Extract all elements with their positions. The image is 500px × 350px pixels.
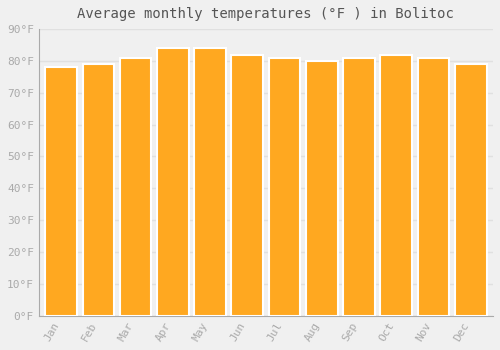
- Bar: [418, 58, 450, 316]
- Bar: [268, 58, 300, 316]
- Bar: [194, 48, 226, 316]
- Bar: [455, 64, 486, 316]
- Bar: [306, 61, 338, 316]
- Bar: [82, 64, 114, 316]
- Title: Average monthly temperatures (°F ) in Bolitoc: Average monthly temperatures (°F ) in Bo…: [78, 7, 454, 21]
- Bar: [380, 55, 412, 316]
- Bar: [343, 58, 375, 316]
- Bar: [157, 48, 188, 316]
- Bar: [46, 67, 77, 316]
- Bar: [120, 58, 152, 316]
- Bar: [232, 55, 263, 316]
